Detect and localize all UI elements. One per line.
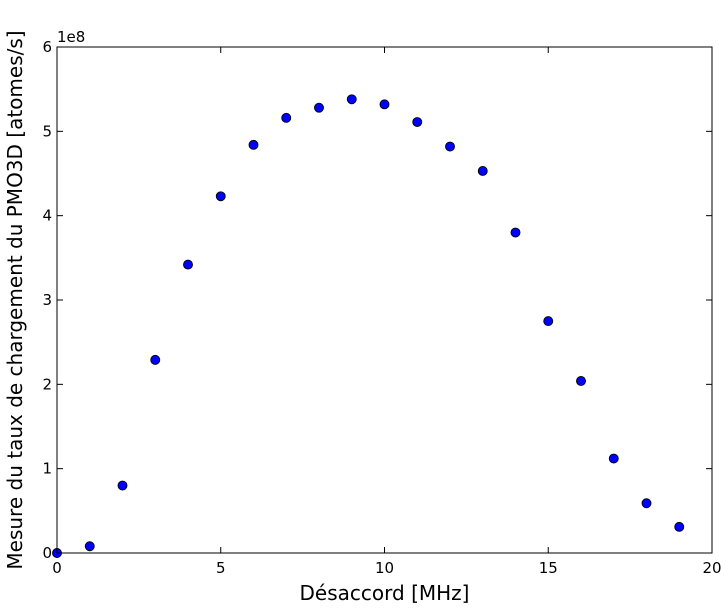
y-tick-label: 3 (42, 291, 52, 309)
data-point (608, 453, 619, 464)
data-point (248, 139, 259, 150)
data-point (543, 316, 554, 327)
y-tick-label: 4 (42, 207, 52, 225)
data-point (183, 259, 193, 270)
plot-frame (56, 46, 713, 554)
data-point (84, 541, 95, 552)
data-point (281, 112, 292, 123)
y-tick-label: 5 (42, 122, 52, 140)
data-point (412, 117, 423, 128)
points-layer (52, 94, 685, 558)
data-point (674, 521, 685, 532)
data-point (510, 227, 521, 238)
data-point (379, 99, 390, 110)
data-point (576, 376, 586, 386)
data-point (314, 102, 324, 113)
data-point (346, 94, 357, 105)
x-tick-label: 10 (375, 559, 394, 577)
x-tick-label: 15 (539, 559, 558, 577)
data-point (215, 191, 226, 202)
y-tick-label: 0 (42, 544, 52, 562)
data-point (445, 141, 455, 152)
ticks-layer: 0 5 10 15 20 0 1 2 3 4 5 6 (42, 38, 721, 577)
data-point (150, 354, 161, 365)
y-axis-label: Mesure du taux de chargement du PMO3D [a… (3, 30, 27, 569)
data-point (477, 166, 488, 176)
x-tick-label: 5 (216, 559, 226, 577)
y-tick-label: 6 (42, 38, 52, 56)
y-tick-label: 2 (42, 375, 52, 393)
y-offset-label: 1e8 (57, 28, 85, 46)
data-point (641, 498, 652, 509)
x-tick-label: 20 (702, 559, 721, 577)
x-tick-label: 0 (52, 559, 62, 577)
y-tick-label: 1 (42, 460, 52, 478)
x-axis-label: Désaccord [MHz] (300, 581, 470, 605)
data-point (117, 480, 128, 491)
